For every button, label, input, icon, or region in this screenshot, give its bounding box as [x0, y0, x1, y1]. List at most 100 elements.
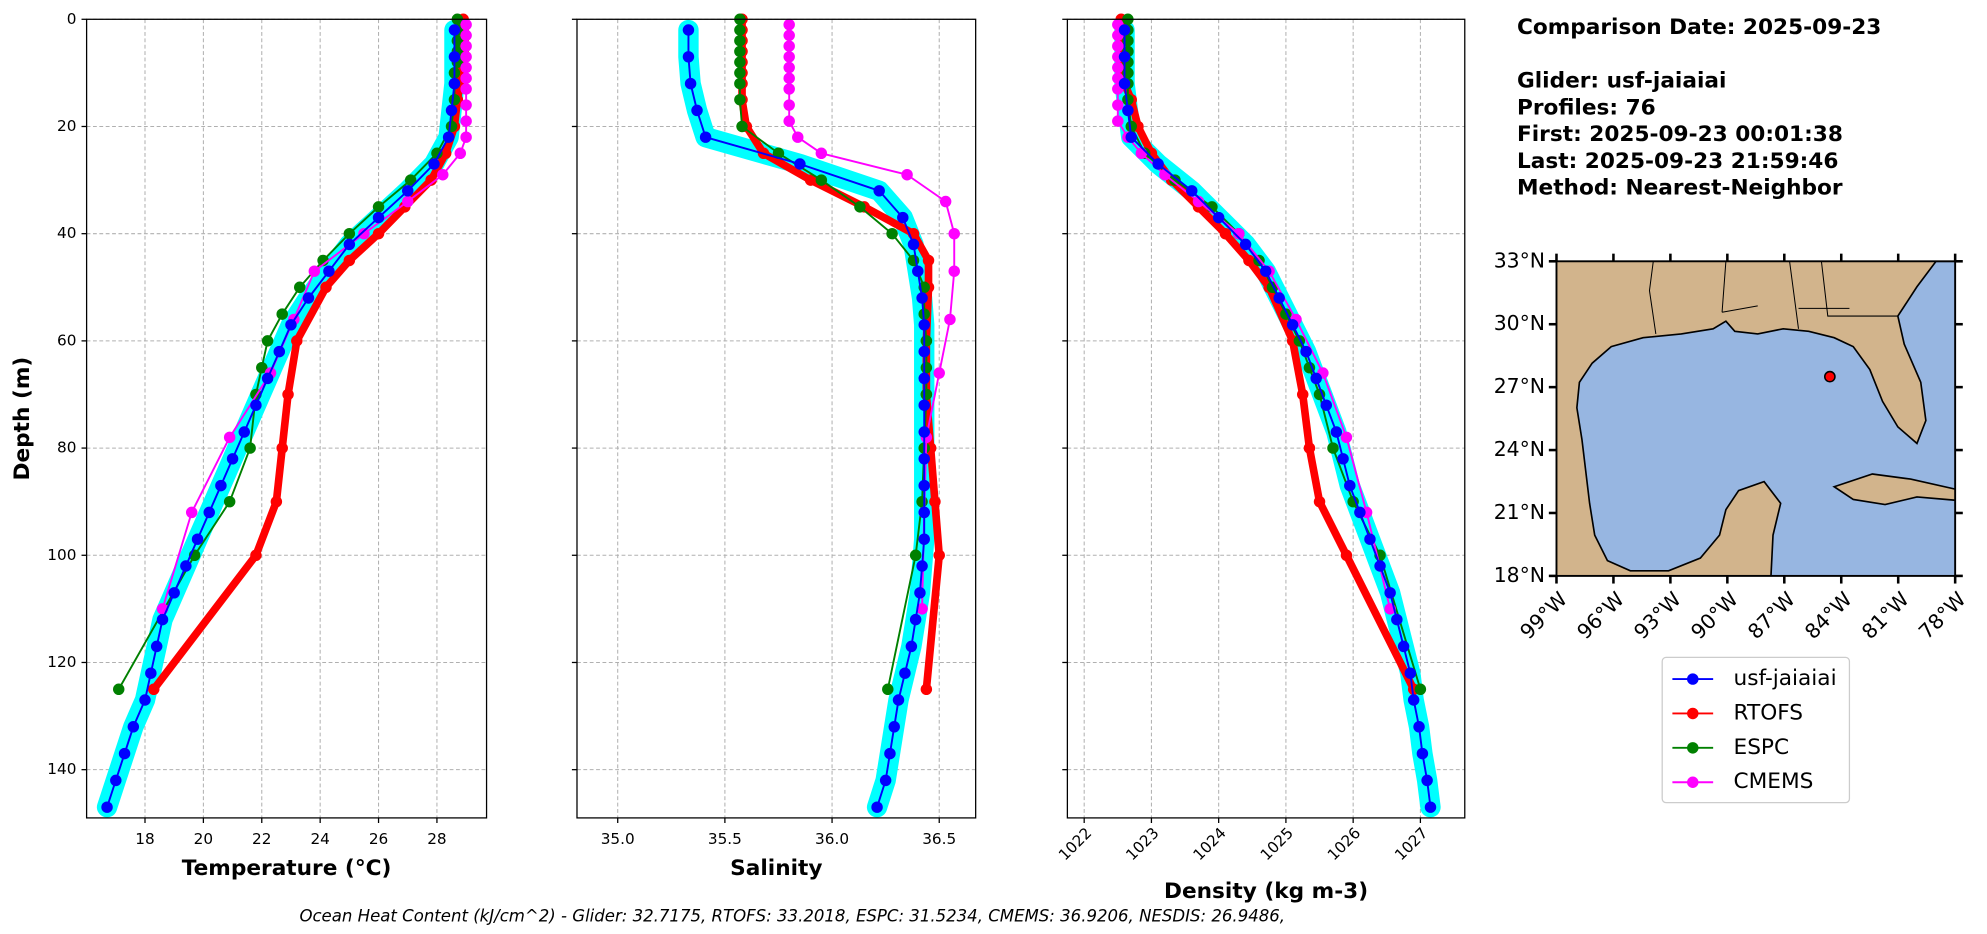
series-marker: [914, 587, 926, 599]
series-marker: [783, 83, 795, 95]
y-axis-label: Depth (m): [10, 357, 35, 481]
series-line: [149, 15, 468, 694]
series-marker: [1243, 254, 1255, 267]
series-marker: [918, 399, 930, 411]
legend-marker: [1687, 742, 1699, 754]
series-marker: [404, 174, 417, 186]
series-marker: [139, 694, 151, 706]
series-marker: [1340, 549, 1353, 562]
info-line: Method: Nearest-Neighbor: [1517, 176, 1843, 201]
x-tick-label: 24: [310, 830, 329, 848]
series-marker: [804, 174, 817, 186]
map-background: [1556, 261, 1956, 576]
series-marker: [691, 104, 703, 117]
series-marker: [886, 227, 898, 240]
map-lat-label: 21°N: [1494, 500, 1545, 524]
map-lon-label: 81°W: [1857, 587, 1914, 644]
series-marker: [916, 495, 928, 508]
series-marker: [1337, 453, 1349, 465]
y-tick-label: 140: [47, 760, 76, 778]
x-tick-label: 26: [369, 830, 388, 848]
map-lon-label: 96°W: [1572, 587, 1629, 644]
x-axis-label: Temperature (°C): [182, 856, 392, 881]
x-tick-label: 35.5: [708, 830, 742, 848]
series-marker: [302, 292, 315, 304]
series-marker: [343, 227, 356, 240]
series-marker: [815, 174, 828, 186]
map-lat-label: 18°N: [1494, 563, 1545, 587]
series-line: [1117, 15, 1418, 694]
series-marker: [448, 51, 461, 63]
series-marker: [244, 442, 256, 454]
x-axis-label: Salinity: [730, 856, 822, 881]
series-marker: [460, 72, 472, 84]
series-marker: [1397, 640, 1410, 653]
series-marker: [276, 308, 288, 320]
series-marker: [460, 18, 472, 31]
legend-marker: [1687, 707, 1699, 720]
series-marker: [180, 560, 192, 572]
glider-position: [1824, 370, 1836, 383]
y-tick-label: 100: [47, 546, 76, 564]
series-marker: [920, 361, 933, 374]
series-marker: [454, 147, 467, 160]
series-marker: [372, 201, 385, 213]
x-tick-label: 22: [252, 830, 271, 848]
series-marker: [1391, 613, 1403, 626]
series-marker: [282, 388, 294, 401]
series-marker: [815, 147, 828, 160]
series-marker: [948, 265, 960, 277]
series-marker: [933, 549, 945, 562]
series-marker: [1186, 185, 1198, 197]
series-marker: [460, 51, 472, 63]
series-marker: [682, 51, 695, 63]
series-marker: [1118, 77, 1131, 90]
series-marker: [256, 361, 268, 374]
series-marker: [448, 93, 461, 106]
series-marker: [1125, 120, 1137, 133]
info-line: Profiles: 76: [1517, 95, 1656, 120]
info-line: Last: 2025-09-23 21:59:46: [1517, 149, 1838, 174]
series-marker: [783, 40, 795, 52]
series-marker: [1344, 479, 1356, 492]
series-marker: [918, 453, 930, 465]
axes-frame: [1066, 18, 1466, 819]
series-marker: [783, 61, 795, 74]
series-marker: [1118, 24, 1131, 36]
series-marker: [897, 211, 909, 224]
axes-frame: [576, 18, 977, 819]
series-marker: [1404, 667, 1417, 679]
series-marker: [794, 158, 806, 170]
series-marker: [442, 131, 455, 143]
axes-frame: [85, 18, 488, 819]
x-tick-label: 36.0: [815, 830, 849, 848]
series-marker: [920, 683, 933, 696]
series-marker: [783, 29, 795, 42]
map-lat-label: 24°N: [1494, 437, 1545, 461]
map-lon-label: 99°W: [1515, 587, 1572, 644]
series-marker: [1313, 495, 1326, 508]
series-marker: [736, 120, 748, 133]
series-marker: [1233, 227, 1245, 240]
x-tick-label: 1022: [1055, 824, 1095, 864]
series-marker: [112, 683, 125, 696]
series-marker: [223, 495, 236, 508]
y-tick-label: 120: [47, 653, 76, 671]
series-marker: [1192, 195, 1205, 208]
series-marker: [699, 131, 712, 143]
series-marker: [888, 721, 900, 733]
map-lon-label: 93°W: [1629, 587, 1686, 644]
glider-profiles-band: [1114, 19, 1441, 818]
x-tick-label: 1027: [1391, 824, 1431, 864]
series-marker: [1169, 174, 1181, 186]
series-marker: [907, 238, 920, 251]
map-lat-label: 33°N: [1494, 248, 1545, 272]
series-marker: [1413, 721, 1425, 733]
series-marker: [1296, 388, 1309, 401]
series-marker: [1416, 747, 1429, 760]
series-marker: [372, 227, 385, 240]
series-marker: [110, 774, 122, 787]
series-marker: [944, 313, 956, 326]
y-tick-label: 40: [57, 224, 76, 242]
